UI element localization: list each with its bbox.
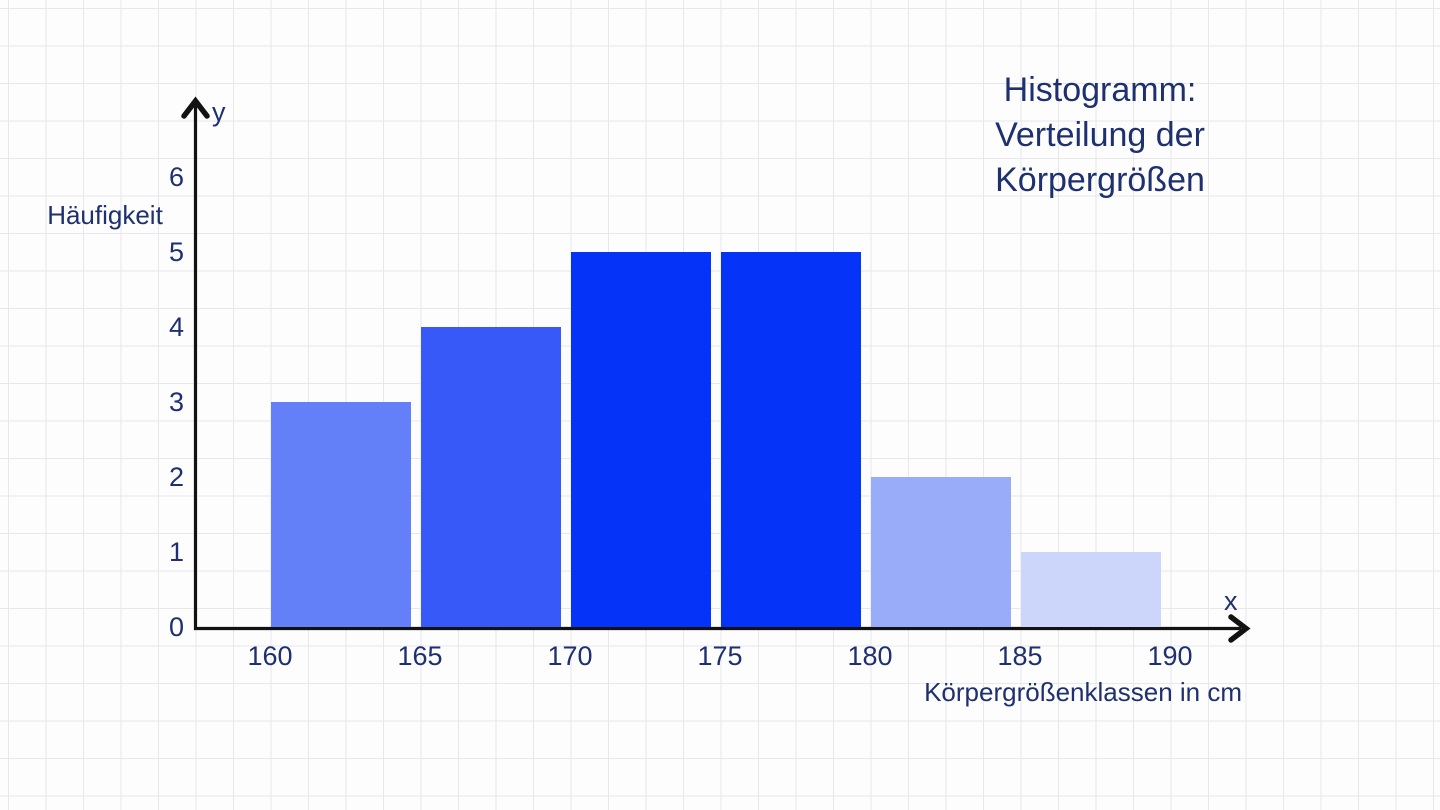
histogram-bar [1021, 552, 1161, 627]
y-tick-label: 0 [168, 612, 184, 642]
x-axis-arrow-icon [1228, 614, 1251, 643]
histogram-bar [571, 252, 711, 627]
x-tick-label: 175 [697, 641, 743, 671]
histogram-bar [421, 327, 561, 627]
x-tick-label: 160 [247, 641, 293, 671]
chart-title: Histogramm: Verteilung der Körpergrößen [995, 71, 1205, 199]
histogram-bar [871, 477, 1011, 627]
y-tick-label: 1 [168, 537, 184, 567]
y-axis-title: Häufigkeit [47, 200, 163, 230]
y-tick-label: 6 [168, 162, 184, 192]
y-tick-label: 3 [168, 387, 184, 417]
x-axis-letter: x [1224, 586, 1238, 616]
x-tick-label: 170 [547, 641, 593, 671]
histogram-bar [721, 252, 861, 627]
y-tick-label: 5 [168, 237, 184, 267]
x-tick-label: 165 [397, 641, 443, 671]
y-tick-label: 2 [168, 462, 184, 492]
x-axis-title: Körpergrößenklassen in cm [924, 677, 1242, 707]
y-tick-label: 4 [168, 312, 184, 342]
x-tick-label: 180 [847, 641, 893, 671]
y-axis-arrow-icon [181, 96, 210, 119]
x-tick-label: 185 [997, 641, 1043, 671]
x-tick-label: 190 [1147, 641, 1193, 671]
histogram-bar [271, 402, 411, 627]
y-axis-letter: y [212, 97, 226, 127]
